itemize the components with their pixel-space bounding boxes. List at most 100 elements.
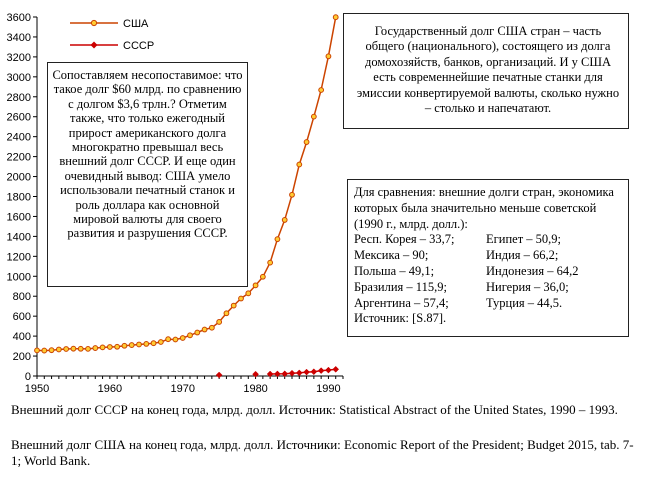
data-point-usa [281, 217, 288, 223]
y-tick-label: 2200 [7, 152, 31, 164]
y-tick-label: 600 [13, 311, 31, 323]
data-point-usa [106, 344, 113, 350]
y-tick-label: 1000 [7, 271, 31, 283]
comparison-row: Мексика – 90; Индия – 66,2; [354, 248, 622, 264]
data-point-ussr [281, 370, 289, 378]
data-point-usa [121, 342, 128, 349]
comparison-cell: Респ. Корея – 33,7; [354, 232, 455, 247]
legend: США СССР [70, 18, 154, 52]
series-line-ussr [270, 368, 336, 375]
axes: 0 200 400 600 800 1000 1200 1400 1600 1800 2000 220… [7, 12, 344, 395]
y-tick-label: 3000 [7, 72, 31, 84]
legend-label-ussr: СССР [123, 40, 154, 52]
footnote-ussr: Внешний долг СССР на конец года, млрд. д… [11, 402, 618, 417]
data-point-usa [55, 346, 62, 353]
data-point-ussr [274, 370, 281, 378]
data-point-usa [157, 339, 164, 345]
y-tick-label: 2800 [7, 92, 31, 104]
data-point-usa [216, 319, 223, 325]
legend-marker-usa [90, 19, 98, 27]
data-point-usa [150, 340, 157, 347]
data-point-usa [143, 340, 150, 347]
y-tick-label: 0 [25, 371, 31, 383]
comparison-row: Бразилия – 115,9; Нигерия – 36,0; [354, 280, 622, 296]
data-point-usa [136, 341, 142, 348]
y-tick-label: 3600 [7, 12, 31, 24]
data-point-ussr [215, 371, 223, 379]
comparison-cell: Индонезия – 64,2 [486, 263, 579, 278]
x-tick-label: 1970 [170, 383, 194, 395]
comparison-cell: Египет – 50,9; [486, 232, 561, 247]
comparison-row: Аргентина – 57,4; Турция – 44,5. [354, 296, 622, 312]
comparison-annotation-text: Сопоставляем несопоставимое: что такое д… [52, 68, 243, 241]
foreign-debt-comparison: Для сравнения: внешние долги стран, экон… [347, 179, 629, 337]
data-point-usa [70, 345, 77, 352]
x-tick-label: 1980 [243, 383, 267, 395]
y-tick-label: 3200 [7, 52, 31, 64]
data-point-usa [245, 290, 252, 297]
data-point-usa [41, 347, 48, 354]
data-point-usa [230, 302, 237, 309]
debt-chart: 0 200 400 600 800 1000 1200 1400 1600 1800 2000 220… [7, 12, 344, 395]
series-layer [34, 14, 340, 379]
data-point-ussr [288, 369, 296, 377]
data-point-usa [63, 346, 70, 352]
y-tick-label: 2000 [7, 172, 31, 184]
y-tick-label: 1800 [7, 192, 31, 204]
comparison-header: Для сравнения: внешние долги стран, экон… [354, 185, 614, 231]
comparison-cell: Бразилия – 115,9; [354, 279, 447, 294]
data-point-usa [179, 335, 186, 341]
y-tick-label: 800 [13, 291, 31, 303]
x-tick-label: 1960 [98, 383, 122, 395]
data-point-usa [259, 273, 266, 280]
y-tick-label: 400 [13, 331, 31, 343]
comparison-cell: Индия – 66,2; [486, 248, 559, 263]
data-point-usa [77, 345, 84, 352]
comparison-cell: Аргентина – 57,4; [354, 295, 449, 310]
y-tick-label: 1400 [7, 231, 31, 243]
y-tick-label: 1600 [7, 211, 31, 223]
data-point-usa [194, 329, 201, 336]
data-point-usa [85, 345, 91, 352]
comparison-cell: Мексика – 90; [354, 248, 429, 263]
data-point-usa [48, 347, 55, 354]
comparison-row: Респ. Корея – 33,7; Египет – 50,9; [354, 232, 622, 248]
comparison-row: Польша – 49,1; Индонезия – 64,2 [354, 264, 622, 280]
data-point-usa [114, 343, 121, 350]
data-point-usa [187, 332, 193, 339]
data-point-usa [318, 87, 325, 93]
us-debt-annotation: Государственный долг США стран – часть о… [343, 13, 629, 129]
comparison-source: Источник: [S.87]. [354, 311, 447, 326]
data-point-ussr [325, 366, 332, 374]
data-point-usa [238, 295, 244, 302]
comparison-cell: Польша – 49,1; [354, 263, 435, 278]
data-point-ussr [332, 365, 340, 373]
comparison-cell: Турция – 44,5. [486, 295, 563, 310]
data-point-usa [201, 326, 208, 333]
data-point-usa [223, 310, 230, 317]
data-point-usa [296, 161, 303, 168]
data-point-usa [252, 282, 259, 289]
y-tick-label: 1200 [7, 251, 31, 263]
data-point-ussr [310, 368, 318, 376]
data-point-ussr [295, 369, 303, 377]
data-point-usa [303, 139, 310, 145]
data-point-usa [208, 324, 215, 331]
data-point-ussr [303, 368, 310, 376]
data-point-ussr [252, 370, 259, 378]
us-debt-annotation-text: Государственный долг США стран – часть о… [356, 24, 620, 116]
legend-label-usa: США [123, 18, 149, 30]
data-point-usa [165, 336, 172, 343]
y-tick-label: 3400 [7, 32, 31, 44]
data-point-usa [325, 53, 332, 60]
data-point-ussr [266, 370, 274, 378]
x-tick-label: 1950 [25, 383, 49, 395]
data-point-usa [172, 336, 179, 343]
data-point-usa [274, 236, 281, 243]
data-point-usa [34, 347, 40, 354]
data-point-usa [128, 342, 135, 348]
data-point-usa [289, 191, 295, 198]
data-point-usa [92, 345, 99, 351]
data-point-ussr [317, 367, 325, 374]
footnote-usa: Внешний долг США на конец года, млрд. до… [11, 437, 634, 468]
